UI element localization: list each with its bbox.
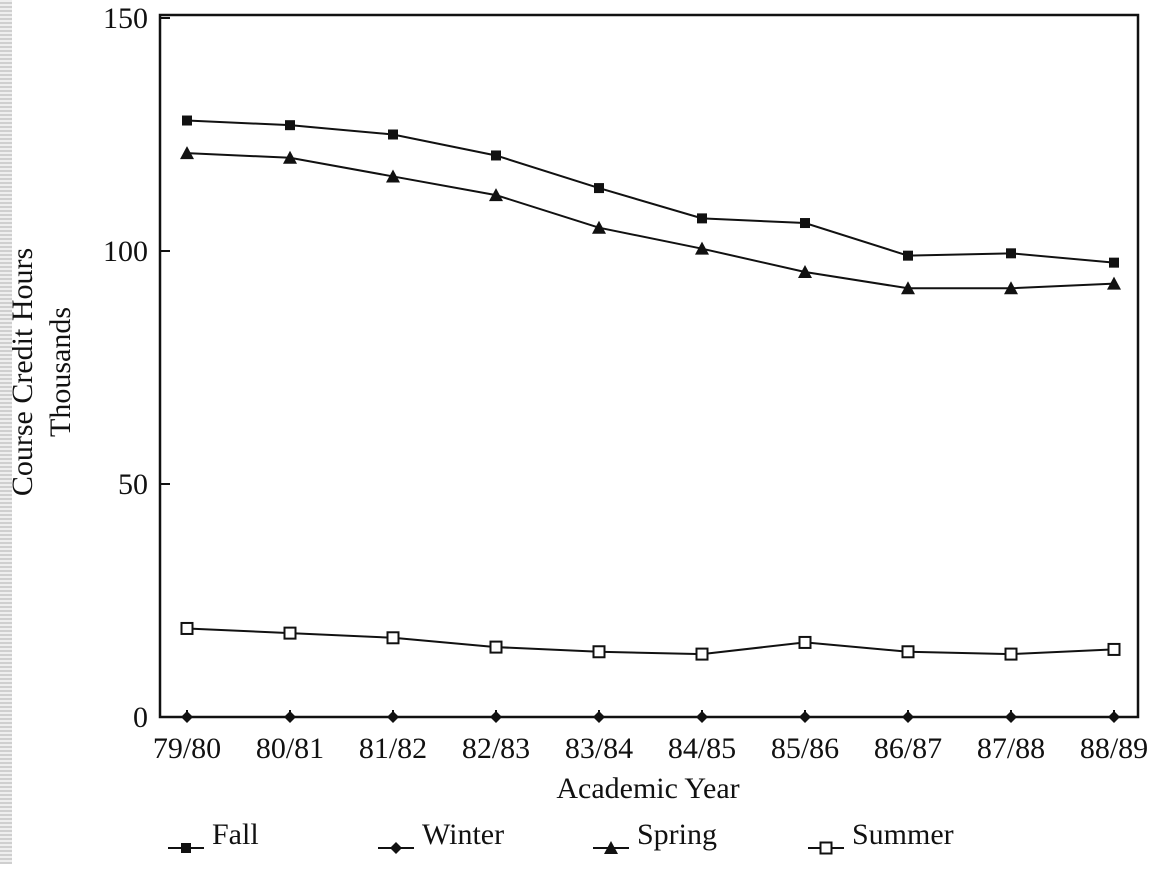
data-point-fall <box>1006 248 1016 259</box>
y-axis: 0 50 100 150 <box>103 2 170 734</box>
x-tick-label: 84/85 <box>668 732 736 765</box>
data-point-spring <box>180 146 194 160</box>
x-tick-label: 85/86 <box>771 732 839 765</box>
legend-marker-summer <box>819 841 833 855</box>
y-tick-label: 150 <box>103 2 148 35</box>
x-axis: 79/80 80/81 81/82 82/83 83/84 84/85 85/86 86/87… <box>153 710 1148 765</box>
data-point-winter <box>1108 711 1120 723</box>
data-point-summer <box>386 631 400 645</box>
series-winter <box>181 711 1120 723</box>
y-tick-label: 50 <box>118 468 148 501</box>
data-point-spring <box>695 241 709 255</box>
data-point-spring <box>592 220 606 234</box>
data-point-winter <box>387 711 399 723</box>
legend-item-winter: Winter <box>378 818 504 854</box>
data-point-fall <box>594 183 604 194</box>
y-axis-unit-label: Thousands <box>44 307 77 437</box>
legend-item-spring: Spring <box>593 818 717 854</box>
x-tick-label: 79/80 <box>153 732 221 765</box>
legend-marker-fall <box>181 843 191 853</box>
series-line-spring <box>186 152 1115 290</box>
data-point-winter <box>1005 711 1017 723</box>
x-tick-label: 81/82 <box>359 732 427 765</box>
data-point-winter <box>181 711 193 723</box>
data-point-spring <box>1004 281 1018 295</box>
data-point-winter <box>902 711 914 723</box>
data-point-summer <box>489 640 503 654</box>
legend-item-summer: Summer <box>808 818 954 855</box>
data-point-fall <box>182 115 192 126</box>
data-point-winter <box>696 711 708 723</box>
data-point-summer <box>1107 642 1121 656</box>
data-point-summer <box>901 645 915 659</box>
data-point-winter <box>490 711 502 723</box>
x-axis-label: Academic Year <box>556 772 739 805</box>
data-point-spring <box>386 169 400 183</box>
data-point-spring <box>1107 276 1121 290</box>
data-point-fall <box>697 213 707 224</box>
data-point-spring <box>489 188 503 202</box>
series-summer <box>180 621 1121 661</box>
data-point-fall <box>285 120 295 131</box>
legend-label-summer: Summer <box>852 818 954 851</box>
data-point-fall <box>800 218 810 229</box>
plot-frame <box>158 13 1140 719</box>
data-point-winter <box>799 711 811 723</box>
x-tick-label: 87/88 <box>977 732 1045 765</box>
data-point-fall <box>903 250 913 261</box>
data-point-summer <box>180 621 194 635</box>
x-tick-label: 80/81 <box>256 732 324 765</box>
data-point-summer <box>798 635 812 649</box>
x-tick-label: 83/84 <box>565 732 633 765</box>
legend: Fall Winter Spring Summer <box>168 818 954 855</box>
data-point-summer <box>283 626 297 640</box>
data-point-spring <box>283 150 297 164</box>
data-point-summer <box>695 647 709 661</box>
scan-edge-texture <box>0 0 12 864</box>
data-point-fall <box>388 129 398 140</box>
data-point-winter <box>284 711 296 723</box>
data-point-summer <box>1004 647 1018 661</box>
legend-marker-spring <box>604 841 618 854</box>
data-point-summer <box>592 645 606 659</box>
data-point-fall <box>491 150 501 161</box>
legend-label-fall: Fall <box>212 818 259 851</box>
x-tick-label: 88/89 <box>1080 732 1148 765</box>
data-point-winter <box>593 711 605 723</box>
series-fall <box>182 115 1119 268</box>
data-point-spring <box>798 264 812 278</box>
data-point-spring <box>901 281 915 295</box>
x-tick-label: 82/83 <box>462 732 530 765</box>
y-tick-label: 0 <box>133 701 148 734</box>
series-spring <box>180 146 1121 295</box>
legend-label-winter: Winter <box>422 818 504 851</box>
y-tick-label: 100 <box>103 235 148 268</box>
series-line-fall <box>186 119 1115 264</box>
series-line-summer <box>186 627 1115 656</box>
x-tick-label: 86/87 <box>874 732 942 765</box>
legend-marker-winter <box>390 842 402 854</box>
legend-item-fall: Fall <box>168 818 259 853</box>
data-point-fall <box>1109 257 1119 268</box>
series-layer <box>180 115 1121 723</box>
legend-label-spring: Spring <box>637 818 717 851</box>
